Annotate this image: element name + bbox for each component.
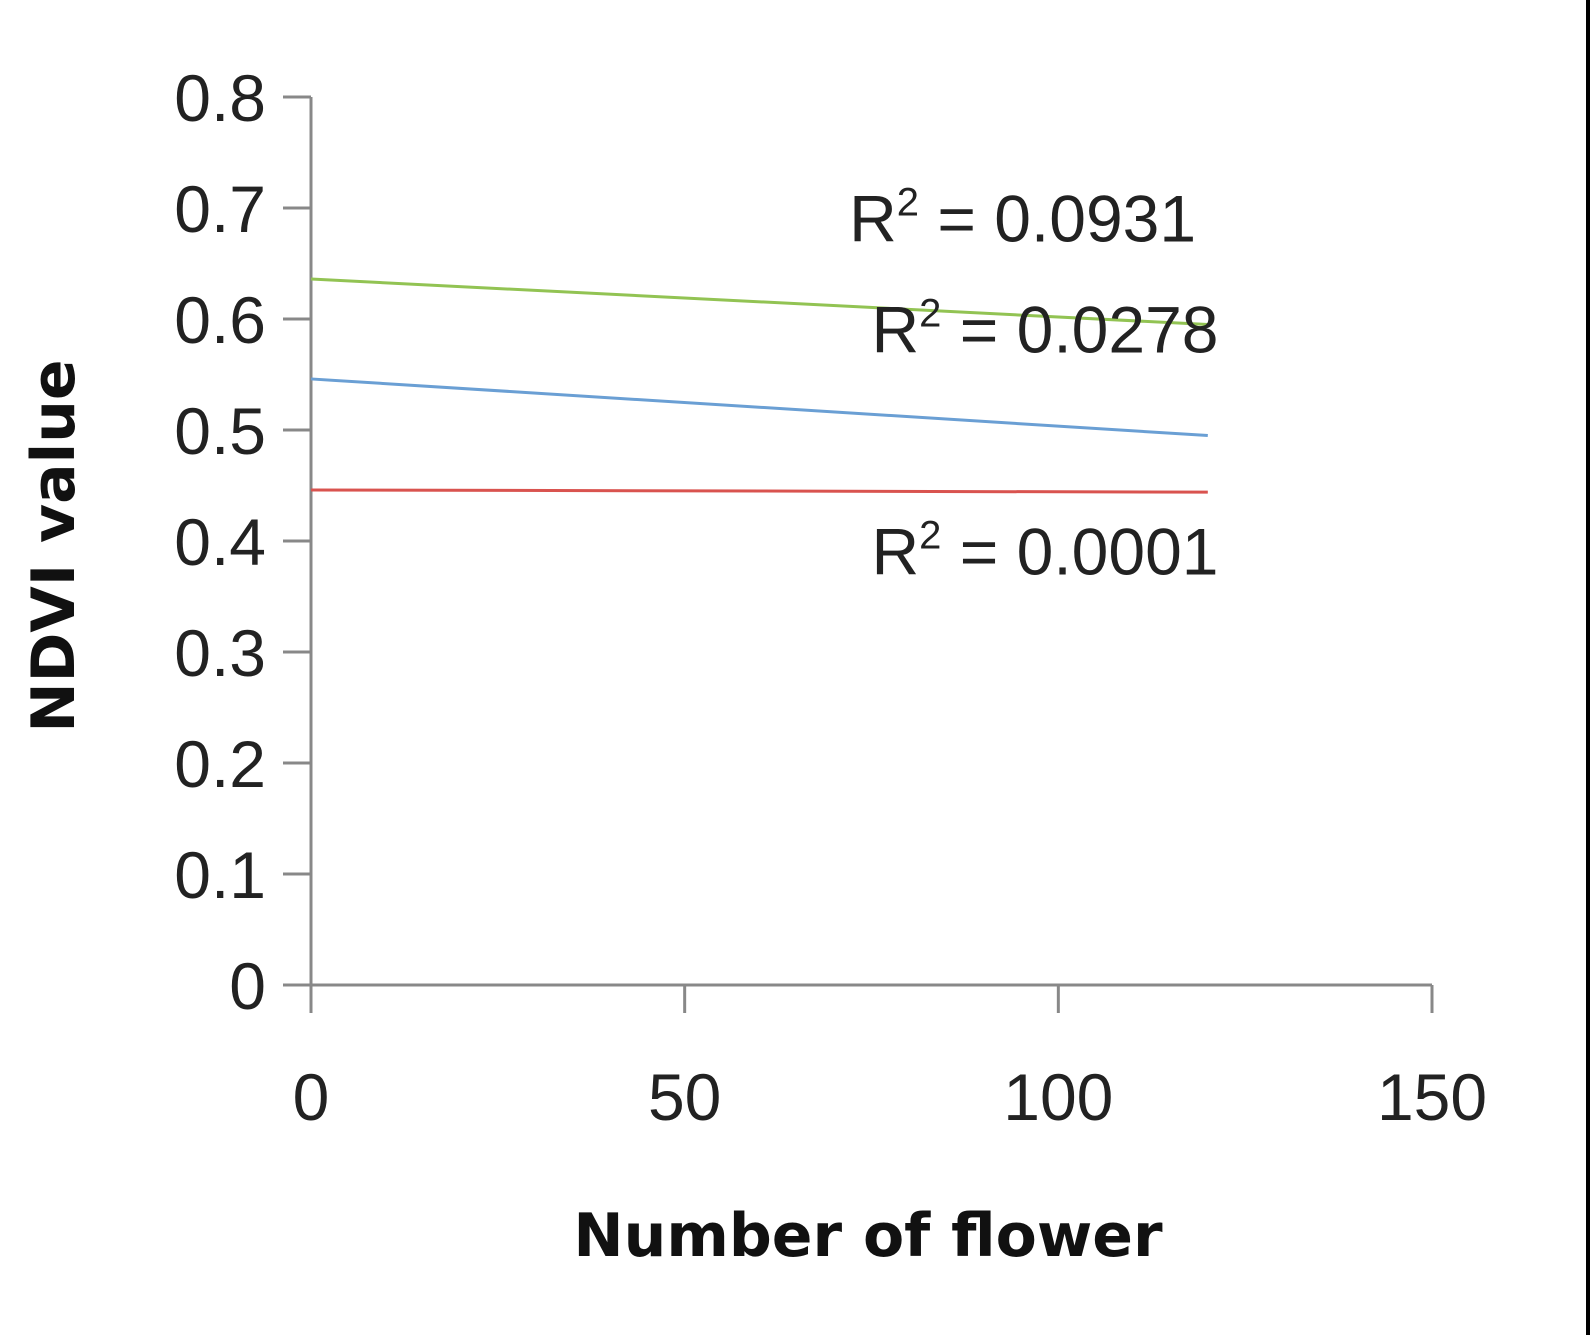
trendline-r2-0-0001 [310, 488, 1208, 494]
y-tick-label: 0.6 [174, 283, 266, 357]
x-tick-label: 150 [1377, 1060, 1487, 1134]
y-tick-label: 0.3 [174, 616, 266, 690]
trendline-r2-0-0278 [310, 377, 1208, 438]
y-axis-ticks: 0 0.1 0.2 0.3 0.4 0.5 0.6 0.7 0.8 [174, 61, 311, 1023]
y-tick-label: 0.4 [174, 505, 266, 579]
x-tick-label: 50 [648, 1060, 721, 1134]
series-group [310, 277, 1208, 494]
x-axis-title: Number of flower [573, 1201, 1163, 1271]
x-tick-label: 0 [293, 1060, 330, 1134]
y-tick-label: 0.2 [174, 727, 266, 801]
y-tick-label: 0 [229, 949, 266, 1023]
y-tick-label: 0.5 [174, 394, 266, 468]
y-axis-title: NDVI value [19, 359, 89, 732]
x-tick-label: 100 [1003, 1060, 1113, 1134]
r-squared-annotation: R2 = 0.0001 [872, 513, 1219, 588]
y-tick-label: 0.1 [174, 838, 266, 912]
x-axis-ticks: 0 50 100 150 [293, 985, 1487, 1134]
r-squared-annotation: R2 = 0.0278 [872, 291, 1219, 366]
y-tick-label: 0.8 [174, 61, 266, 135]
r-squared-annotation: R2 = 0.0931 [849, 180, 1196, 255]
y-tick-label: 0.7 [174, 172, 266, 246]
annotations-group: R2 = 0.0931 R2 = 0.0278 R2 = 0.0001 [849, 180, 1218, 588]
trendline-r2-0-0931 [310, 277, 1208, 327]
